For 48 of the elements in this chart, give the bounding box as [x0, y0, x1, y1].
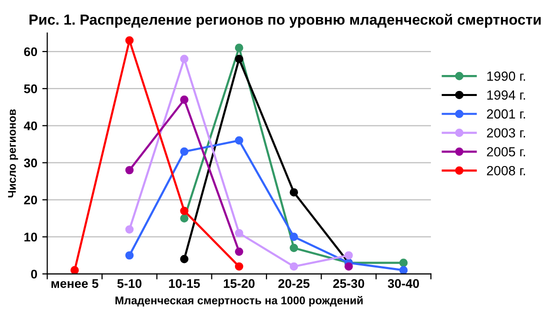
point — [399, 266, 408, 274]
y-tick-label: 50 — [24, 84, 38, 94]
point — [234, 54, 244, 64]
y-axis-title: Число регионов — [8, 109, 18, 198]
legend-label: 2005 г. — [486, 147, 525, 156]
y-tick-label: 20 — [24, 196, 38, 204]
point — [234, 262, 244, 271]
y-tick-label: 60 — [24, 47, 38, 56]
y-tick-label: 10 — [24, 232, 38, 242]
point — [234, 136, 244, 145]
point — [125, 251, 134, 260]
point — [125, 166, 134, 174]
point — [180, 54, 188, 64]
point — [290, 244, 298, 252]
legend-label: 2008 г. — [486, 166, 525, 176]
point — [234, 247, 244, 256]
x-tick-label: 20-25 — [278, 279, 310, 288]
point — [290, 262, 298, 271]
legend-label: 1990 г. — [487, 72, 525, 81]
point — [180, 96, 188, 104]
point — [234, 44, 244, 52]
x-tick-label: 30-40 — [388, 279, 419, 288]
y-tick-label: 30 — [24, 158, 38, 168]
point — [344, 251, 353, 260]
legend-label: 1994 г. — [487, 90, 525, 100]
x-tick-label: 15-20 — [224, 279, 255, 288]
point — [344, 262, 353, 271]
y-tick-label: 0 — [31, 270, 38, 279]
point — [180, 147, 188, 156]
x-tick-label: менее 5 — [52, 279, 98, 288]
point — [290, 232, 298, 242]
chart-title: Рис. 1. Распределение регионов по уровню младенческой смертности — [30, 14, 541, 28]
point — [180, 206, 188, 216]
point — [125, 225, 134, 234]
point — [70, 266, 79, 274]
x-tick-label: 25-30 — [333, 279, 364, 288]
point — [399, 258, 408, 267]
point — [180, 254, 188, 264]
y-tick-label: 40 — [24, 121, 38, 130]
point — [125, 36, 134, 45]
x-axis-title: Младенческая смертность на 1000 рождений — [116, 296, 363, 307]
legend-label: 2003 г. — [486, 128, 525, 138]
x-tick-label: 5-10 — [117, 279, 142, 288]
point — [234, 228, 244, 238]
x-tick-label: 10-15 — [169, 279, 200, 288]
legend-label: 2001 г. — [486, 109, 525, 119]
point — [290, 188, 298, 197]
point — [180, 214, 188, 222]
